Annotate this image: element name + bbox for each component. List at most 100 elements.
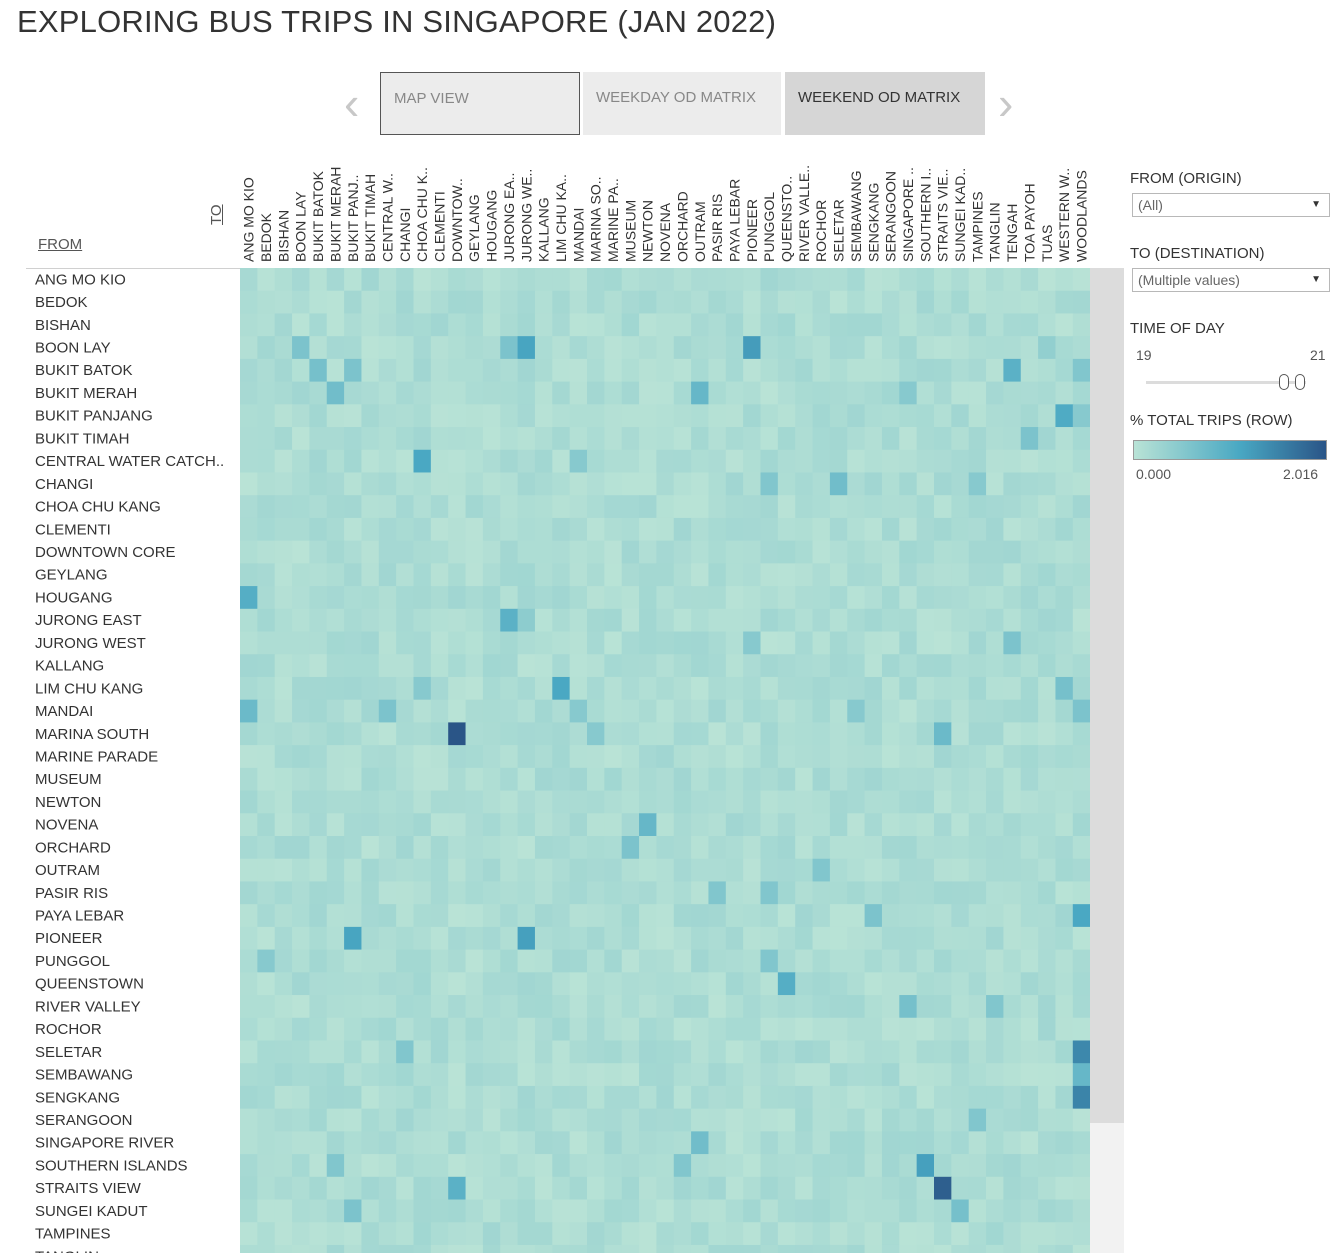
heatmap-cell[interactable]: [1038, 427, 1057, 451]
heatmap-cell[interactable]: [240, 313, 258, 337]
heatmap-cell[interactable]: [257, 268, 276, 292]
heatmap-cell[interactable]: [934, 1244, 952, 1253]
heatmap-cell[interactable]: [968, 1244, 987, 1253]
heatmap-cell[interactable]: [639, 1063, 657, 1087]
heatmap-cell[interactable]: [378, 608, 397, 633]
heatmap-cell[interactable]: [847, 495, 866, 519]
heatmap-cell[interactable]: [361, 813, 380, 837]
heatmap-cell[interactable]: [777, 745, 796, 769]
heatmap-cell[interactable]: [812, 1063, 831, 1087]
heatmap-cell[interactable]: [899, 926, 918, 951]
heatmap-cell[interactable]: [448, 1108, 467, 1132]
heatmap-cell[interactable]: [430, 1085, 449, 1110]
heatmap-cell[interactable]: [448, 1040, 467, 1064]
heatmap-cell[interactable]: [864, 654, 883, 678]
heatmap-cell[interactable]: [968, 290, 987, 315]
heatmap-cell[interactable]: [899, 699, 918, 723]
heatmap-cell[interactable]: [725, 290, 744, 315]
heatmap-cell[interactable]: [881, 1199, 900, 1223]
heatmap-cell[interactable]: [396, 813, 415, 837]
heatmap-cell[interactable]: [934, 290, 952, 315]
heatmap-cell[interactable]: [292, 290, 310, 315]
heatmap-cell[interactable]: [639, 699, 657, 723]
heatmap-cell[interactable]: [1003, 631, 1022, 655]
heatmap-cell[interactable]: [482, 949, 501, 973]
heatmap-cell[interactable]: [691, 563, 710, 587]
heatmap-cell[interactable]: [587, 1131, 605, 1155]
heatmap-cell[interactable]: [1003, 358, 1022, 383]
heatmap-cell[interactable]: [465, 699, 484, 723]
heatmap-cell[interactable]: [708, 449, 727, 474]
heatmap-cell[interactable]: [257, 1063, 276, 1087]
heatmap-cell[interactable]: [587, 926, 605, 951]
heatmap-cell[interactable]: [257, 472, 276, 496]
heatmap-cell[interactable]: [396, 904, 415, 928]
heatmap-cell[interactable]: [847, 1108, 866, 1132]
heatmap-cell[interactable]: [534, 790, 553, 814]
heatmap-cell[interactable]: [448, 495, 467, 519]
heatmap-cell[interactable]: [1072, 676, 1091, 701]
heatmap-cell[interactable]: [552, 1222, 571, 1246]
heatmap-cell[interactable]: [309, 381, 328, 405]
heatmap-cell[interactable]: [760, 290, 779, 315]
heatmap-cell[interactable]: [604, 608, 623, 633]
heatmap-cell[interactable]: [847, 517, 866, 542]
heatmap-cell[interactable]: [396, 290, 415, 315]
heatmap-cell[interactable]: [257, 995, 276, 1019]
heatmap-cell[interactable]: [1020, 586, 1039, 610]
heatmap-cell[interactable]: [986, 1063, 1004, 1087]
heatmap-cell[interactable]: [465, 495, 484, 519]
heatmap-cell[interactable]: [378, 1131, 397, 1155]
heatmap-cell[interactable]: [743, 608, 762, 633]
heatmap-cell[interactable]: [760, 540, 779, 564]
heatmap-cell[interactable]: [777, 290, 796, 315]
heatmap-cell[interactable]: [309, 290, 328, 315]
heatmap-cell[interactable]: [795, 1222, 814, 1246]
heatmap-cell[interactable]: [309, 745, 328, 769]
heatmap-cell[interactable]: [1038, 608, 1057, 633]
heatmap-cell[interactable]: [274, 1154, 293, 1178]
heatmap-cell[interactable]: [934, 676, 952, 701]
heatmap-cell[interactable]: [1038, 767, 1057, 792]
heatmap-cell[interactable]: [534, 836, 553, 860]
heatmap-cell[interactable]: [344, 699, 363, 723]
heatmap-cell[interactable]: [899, 790, 918, 814]
heatmap-cell[interactable]: [569, 495, 588, 519]
heatmap-cell[interactable]: [1020, 722, 1039, 746]
heatmap-cell[interactable]: [569, 608, 588, 633]
heatmap-cell[interactable]: [639, 313, 657, 337]
heatmap-cell[interactable]: [968, 904, 987, 928]
heatmap-cell[interactable]: [361, 949, 380, 973]
heatmap-cell[interactable]: [500, 1222, 519, 1246]
heatmap-cell[interactable]: [361, 268, 380, 292]
heatmap-cell[interactable]: [656, 427, 675, 451]
heatmap-cell[interactable]: [812, 722, 831, 746]
heatmap-cell[interactable]: [1055, 676, 1074, 701]
heatmap-cell[interactable]: [448, 1131, 467, 1155]
heatmap-cell[interactable]: [482, 336, 501, 360]
heatmap-cell[interactable]: [326, 608, 345, 633]
heatmap-cell[interactable]: [465, 563, 484, 587]
heatmap-cell[interactable]: [777, 540, 796, 564]
heatmap-cell[interactable]: [534, 745, 553, 769]
heatmap-cell[interactable]: [569, 358, 588, 383]
heatmap-cell[interactable]: [465, 1222, 484, 1246]
heatmap-cell[interactable]: [552, 1085, 571, 1110]
heatmap-cell[interactable]: [274, 472, 293, 496]
heatmap-cell[interactable]: [639, 404, 657, 428]
heatmap-cell[interactable]: [240, 722, 258, 746]
heatmap-cell[interactable]: [326, 472, 345, 496]
heatmap-cell[interactable]: [864, 722, 883, 746]
heatmap-cell[interactable]: [517, 427, 536, 451]
heatmap-cell[interactable]: [430, 472, 449, 496]
heatmap-cell[interactable]: [691, 290, 710, 315]
heatmap-cell[interactable]: [396, 608, 415, 633]
heatmap-cell[interactable]: [760, 472, 779, 496]
heatmap-cell[interactable]: [413, 586, 432, 610]
heatmap-cell[interactable]: [777, 358, 796, 383]
heatmap-cell[interactable]: [951, 767, 970, 792]
heatmap-cell[interactable]: [1072, 972, 1091, 996]
heatmap-cell[interactable]: [326, 767, 345, 792]
heatmap-cell[interactable]: [240, 1108, 258, 1132]
heatmap-cell[interactable]: [760, 813, 779, 837]
